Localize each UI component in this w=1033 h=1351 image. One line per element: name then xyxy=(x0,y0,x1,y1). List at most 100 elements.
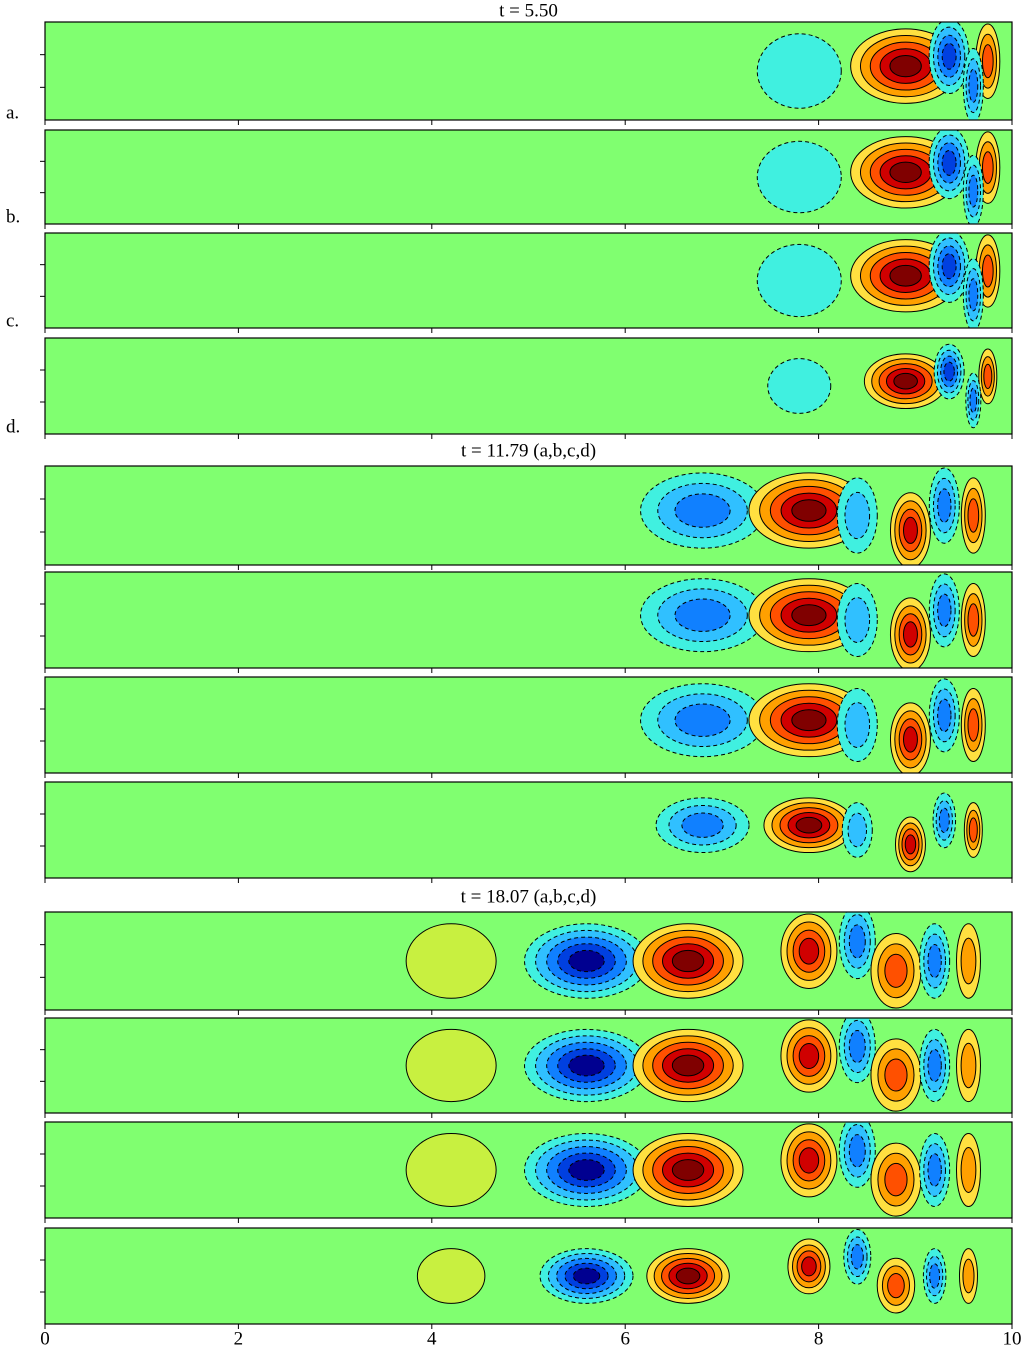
panel-bg xyxy=(45,338,1012,434)
contour xyxy=(981,254,994,288)
contour xyxy=(884,1058,908,1092)
contour xyxy=(968,174,979,208)
field xyxy=(405,1018,981,1112)
contour xyxy=(969,387,978,414)
contour xyxy=(943,361,955,382)
contour xyxy=(675,1267,701,1285)
contour xyxy=(981,151,994,184)
contour xyxy=(960,1042,977,1089)
contour xyxy=(798,1147,820,1174)
field xyxy=(767,343,998,429)
contour xyxy=(983,363,993,390)
panel-frame xyxy=(44,676,1013,774)
contour xyxy=(893,372,918,390)
contour xyxy=(981,44,994,79)
contour xyxy=(791,604,827,627)
field xyxy=(405,912,981,1009)
contour xyxy=(903,726,918,753)
contour xyxy=(937,698,952,733)
contour xyxy=(568,1054,605,1077)
panel-frame xyxy=(44,1121,1013,1219)
contour xyxy=(884,953,908,988)
contour xyxy=(889,264,922,287)
x-tick-label: 0 xyxy=(40,1328,50,1349)
contour xyxy=(903,516,918,544)
contour xyxy=(681,812,724,838)
contour xyxy=(967,603,980,637)
contour xyxy=(927,1153,942,1187)
contour xyxy=(674,703,731,737)
contour xyxy=(568,1159,605,1181)
field xyxy=(405,1122,981,1217)
field xyxy=(756,22,1001,120)
field xyxy=(416,1228,978,1314)
x-tick-label: 10 xyxy=(1003,1328,1022,1349)
panel-frame xyxy=(44,337,1013,435)
contour xyxy=(927,943,942,979)
contour xyxy=(756,33,842,109)
group-title: t = 5.50 xyxy=(499,0,558,21)
contour xyxy=(904,834,917,855)
contour xyxy=(756,140,842,214)
contour xyxy=(791,709,827,732)
panel-label: b. xyxy=(6,206,20,227)
panel-frame xyxy=(44,781,1013,879)
contour xyxy=(848,1029,866,1064)
contour xyxy=(960,1147,977,1193)
contour xyxy=(941,253,957,280)
panel-frame xyxy=(44,21,1013,121)
contour xyxy=(844,491,871,540)
field xyxy=(655,792,983,873)
contour xyxy=(968,68,979,103)
contour xyxy=(671,1159,705,1181)
contour xyxy=(937,488,952,523)
contour xyxy=(572,1267,601,1285)
contour xyxy=(844,597,871,643)
field xyxy=(756,233,1001,328)
contour xyxy=(801,1256,817,1277)
panel-frame xyxy=(44,571,1013,669)
contour xyxy=(850,1244,864,1270)
contour xyxy=(671,1054,705,1077)
contour xyxy=(847,812,868,848)
contour xyxy=(960,937,977,985)
contour xyxy=(791,499,827,522)
x-tick-label: 4 xyxy=(427,1328,437,1349)
x-tick-label: 8 xyxy=(814,1328,824,1349)
contour xyxy=(887,1272,905,1299)
contour xyxy=(937,593,952,628)
contour xyxy=(405,1028,497,1103)
contour xyxy=(927,1048,942,1083)
contour xyxy=(405,1133,497,1207)
field xyxy=(640,573,986,668)
x-tick-label: 6 xyxy=(620,1328,630,1349)
contour xyxy=(767,358,832,414)
group-title: t = 18.07 (a,b,c,d) xyxy=(461,886,597,907)
contour xyxy=(674,598,731,632)
contour xyxy=(962,1258,975,1294)
contour xyxy=(798,1042,820,1070)
contour xyxy=(756,243,842,318)
contour xyxy=(967,708,980,742)
field xyxy=(640,678,986,773)
field xyxy=(640,467,986,565)
contour xyxy=(405,923,497,999)
group-title: t = 11.79 (a,b,c,d) xyxy=(461,440,596,461)
contour xyxy=(674,493,731,528)
contour xyxy=(938,807,950,834)
contour xyxy=(844,702,871,748)
panel-frame xyxy=(44,129,1013,225)
panel-frame xyxy=(44,465,1013,566)
contour xyxy=(795,816,823,834)
contour xyxy=(568,949,605,973)
contour xyxy=(416,1248,486,1304)
contour xyxy=(967,498,980,533)
contour xyxy=(929,1263,941,1289)
contour xyxy=(848,924,866,959)
panel-frame xyxy=(44,232,1013,329)
contour xyxy=(798,937,820,965)
contour xyxy=(848,1134,866,1168)
x-tick-label: 2 xyxy=(234,1328,244,1349)
contour xyxy=(889,161,922,184)
